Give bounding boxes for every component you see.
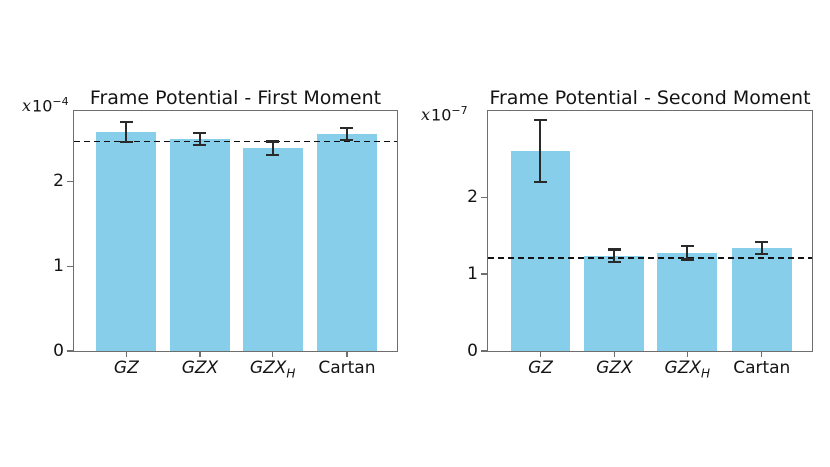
error-bar-line bbox=[271, 141, 274, 156]
error-bar-cap bbox=[755, 252, 769, 256]
bar-GZ bbox=[510, 151, 571, 351]
y-axis-scale-label-first-moment: x10−4 bbox=[22, 95, 69, 115]
y-tick-label: 2 bbox=[53, 170, 64, 191]
y-axis-scale-label-second-moment: x10−7 bbox=[421, 104, 468, 124]
x-tick-label-GZX: GZX bbox=[596, 358, 633, 378]
error-bar-cap bbox=[607, 260, 621, 263]
bar-GZX bbox=[170, 139, 230, 351]
error-bar-cap bbox=[119, 120, 133, 124]
plot-area-first-moment: 0 1 2 GZ GZX GZXH Cartan bbox=[53, 110, 398, 379]
y-tick-label: 2 bbox=[467, 186, 478, 207]
error-bar-cap bbox=[266, 153, 280, 157]
bar-GZXH bbox=[242, 148, 303, 351]
error-bar-cap bbox=[193, 131, 207, 135]
error-bar-line bbox=[539, 120, 542, 182]
scale-multiplier: x bbox=[421, 105, 431, 125]
error-bar-cap bbox=[340, 126, 354, 130]
x-tick-mark bbox=[686, 351, 688, 357]
error-bar-cap bbox=[680, 244, 694, 247]
dashed-reference-line bbox=[74, 140, 397, 143]
y-tick-label: 0 bbox=[467, 340, 478, 361]
chart-first-moment-title: Frame Potential - First Moment bbox=[89, 87, 382, 109]
error-bar-cap bbox=[533, 180, 547, 183]
y-tick-label: 0 bbox=[53, 340, 64, 361]
x-tick-mark bbox=[539, 351, 542, 357]
error-bar-line bbox=[345, 127, 348, 140]
error-bar-cap bbox=[193, 143, 207, 146]
dashed-reference-line bbox=[488, 257, 812, 259]
x-tick-label-GZXH: GZXH bbox=[249, 358, 296, 381]
y-tick-mark bbox=[67, 265, 74, 267]
y-tick-mark bbox=[481, 196, 488, 198]
error-bar-line bbox=[760, 241, 763, 255]
y-tick-mark bbox=[481, 350, 488, 352]
error-bar-cap bbox=[680, 258, 694, 261]
plot-area-second-moment: 0 1 2 GZ GZX GZXH Cartan bbox=[467, 110, 813, 379]
scale-exponent: −7 bbox=[451, 104, 468, 117]
bar-GZX bbox=[584, 255, 645, 351]
error-bar-cap bbox=[266, 140, 280, 143]
x-tick-mark bbox=[272, 351, 274, 357]
error-bar-cap bbox=[119, 141, 133, 144]
error-bar-cap bbox=[755, 240, 769, 243]
x-tick-label-GZ: GZ bbox=[528, 358, 553, 378]
bar-GZXH bbox=[657, 252, 718, 351]
x-tick-label-GZ: GZ bbox=[113, 358, 139, 378]
scale-base: 10 bbox=[32, 96, 53, 116]
x-tick-label-Cartan: Cartan bbox=[733, 358, 791, 378]
y-tick-mark bbox=[481, 273, 488, 275]
y-tick-mark bbox=[67, 350, 74, 352]
x-tick-mark bbox=[761, 351, 763, 357]
error-bar-cap bbox=[533, 119, 547, 122]
error-bar-line bbox=[198, 133, 201, 145]
x-tick-label-GZXH: GZXH bbox=[664, 358, 711, 381]
x-tick-mark bbox=[125, 351, 128, 357]
bar-Cartan bbox=[731, 247, 792, 351]
scale-base: 10 bbox=[431, 105, 452, 125]
error-bar-cap bbox=[607, 248, 621, 251]
bar-GZ bbox=[96, 132, 157, 351]
scale-multiplier: x bbox=[22, 96, 32, 116]
x-tick-label-Cartan: Cartan bbox=[318, 358, 376, 378]
scale-exponent: −4 bbox=[52, 95, 69, 108]
error-bar-line bbox=[125, 122, 128, 143]
y-tick-label: 1 bbox=[467, 263, 478, 284]
y-tick-mark bbox=[67, 180, 74, 183]
x-tick-mark bbox=[346, 351, 348, 357]
x-tick-mark bbox=[613, 351, 616, 357]
x-tick-mark bbox=[199, 351, 201, 357]
bar-Cartan bbox=[317, 133, 377, 351]
chart-second-moment-title: Frame Potential - Second Moment bbox=[489, 87, 811, 109]
error-bar-line bbox=[686, 245, 689, 260]
y-tick-label: 1 bbox=[53, 255, 64, 276]
x-tick-label-GZX: GZX bbox=[181, 358, 219, 378]
error-bar-line bbox=[613, 249, 616, 262]
error-bar-cap bbox=[340, 138, 354, 141]
